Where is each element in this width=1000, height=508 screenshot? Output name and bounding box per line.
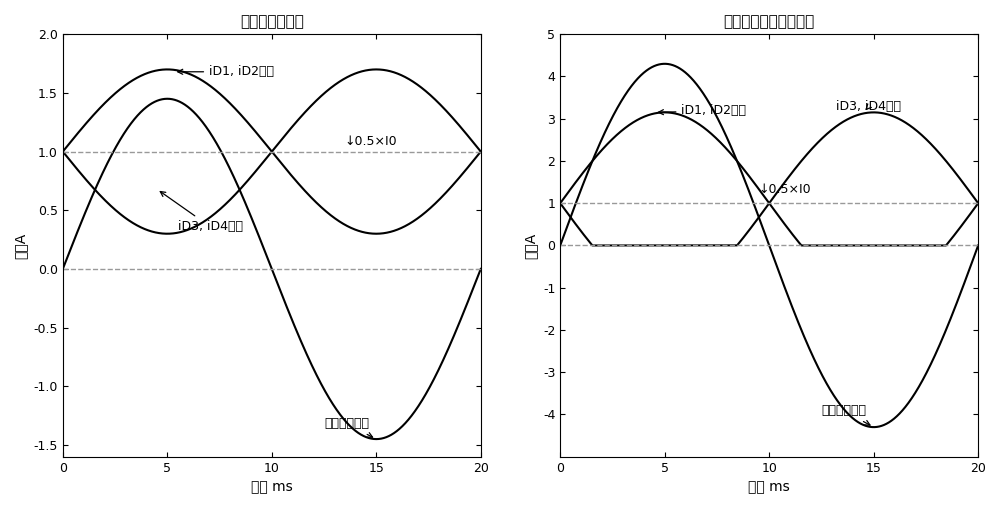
Y-axis label: 电流A: 电流A bbox=[523, 232, 537, 259]
Text: ↓0.5×I0: ↓0.5×I0 bbox=[759, 183, 811, 196]
Text: ↓0.5×I0: ↓0.5×I0 bbox=[345, 135, 398, 147]
Text: iD1, iD2电流: iD1, iD2电流 bbox=[178, 66, 274, 78]
X-axis label: 时间 ms: 时间 ms bbox=[251, 480, 293, 494]
Text: iD3, iD4电流: iD3, iD4电流 bbox=[836, 100, 901, 113]
Title: 正常情况的电流: 正常情况的电流 bbox=[240, 14, 304, 29]
Text: iD1, iD2电流: iD1, iD2电流 bbox=[658, 105, 746, 117]
Y-axis label: 电流A: 电流A bbox=[14, 232, 28, 259]
Title: 短路情况的电流示意图: 短路情况的电流示意图 bbox=[724, 14, 815, 29]
Text: 负载短路电流: 负载短路电流 bbox=[821, 404, 870, 425]
Text: 负载正常电流: 负载正常电流 bbox=[324, 418, 373, 437]
Text: iD3, iD4电流: iD3, iD4电流 bbox=[160, 192, 243, 233]
X-axis label: 时间 ms: 时间 ms bbox=[748, 480, 790, 494]
